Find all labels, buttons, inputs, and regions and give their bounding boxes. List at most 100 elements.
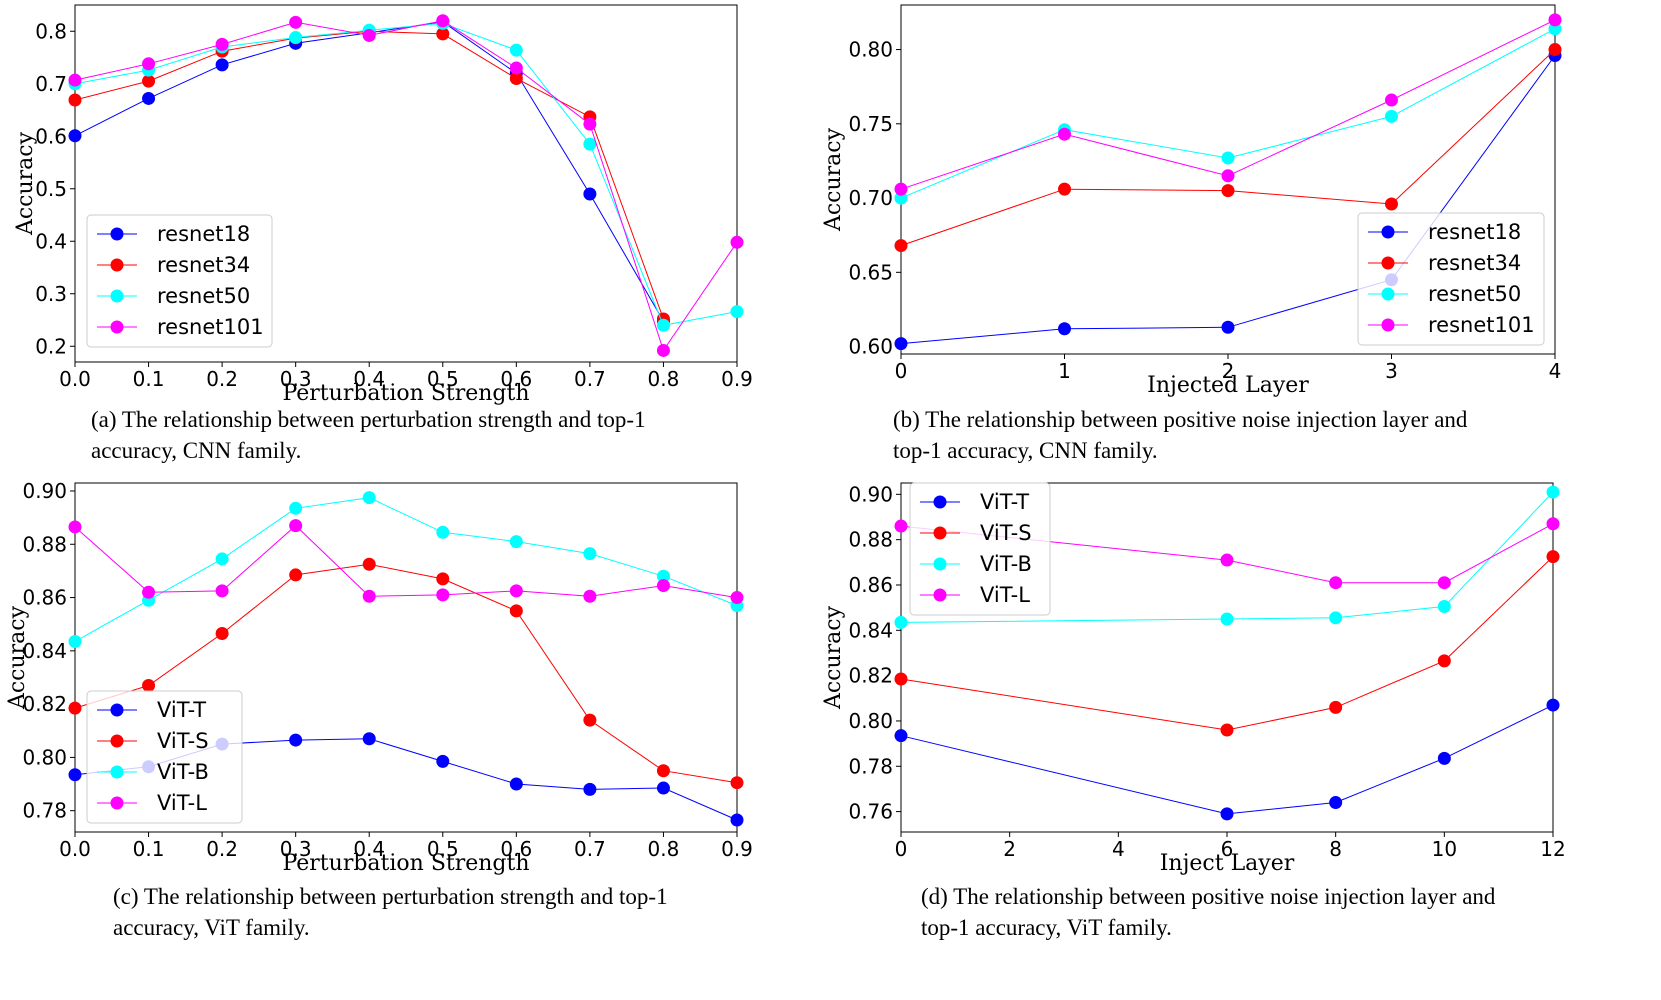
chart-b-legend-label-3: resnet101	[1428, 313, 1535, 337]
chart-c-x-tick-label: 0.9	[721, 837, 753, 861]
chart-d-x-tick-label: 10	[1432, 837, 1457, 861]
chart-c-series-1-point	[436, 572, 450, 586]
chart-a-x-tick-label: 0.1	[133, 367, 165, 391]
chart-a-series-3-point	[289, 15, 303, 29]
chart-c-series-0-point	[583, 782, 597, 796]
chart-c-series-0-point	[289, 733, 303, 747]
chart-c-x-tick-label: 0.3	[280, 837, 312, 861]
chart-d-series-1-point	[894, 672, 908, 686]
chart-a-legend-label-2: resnet50	[157, 284, 250, 308]
chart-c-legend-box	[86, 690, 243, 824]
chart-d-y-tick-label: 0.76	[848, 800, 893, 824]
chart-d-series-0-point	[1437, 751, 1451, 765]
chart-c-x-tick-label: 0.7	[574, 837, 606, 861]
chart-a-legend-label-0: resnet18	[157, 222, 250, 246]
chart-b-y-tick-label: 0.75	[848, 112, 893, 136]
chart-d-series-2-point	[1546, 485, 1560, 499]
chart-d-series-1-point	[1437, 654, 1451, 668]
chart-b-series-1-point	[894, 239, 908, 253]
chart-c-x-axis-label: Perturbation Strength	[282, 851, 529, 876]
chart-b-x-tick-label: 3	[1385, 359, 1398, 383]
caption-d-line1: (d) The relationship between positive no…	[921, 884, 1496, 909]
chart-a-legend-label-1: resnet34	[157, 253, 250, 277]
chart-a-series-3-line	[74, 20, 738, 352]
chart-c-legend-label-2: ViT-B	[157, 760, 209, 784]
chart-b-x-tick-label: 4	[1549, 359, 1562, 383]
chart-a-series-3-point	[142, 57, 156, 71]
chart-b-y-tick-label: 0.80	[848, 38, 893, 62]
chart-a-x-tick-label: 0.6	[500, 367, 532, 391]
chart-a-legend-marker-2	[110, 289, 124, 303]
chart-panel-b: 0 1 2 3 4 0.60 0.65 0.70 0.75 0.80 Injected Layer A…	[821, 0, 1661, 410]
chart-d-y-tick-label: 0.88	[848, 528, 893, 552]
chart-d-series-1-point	[1220, 723, 1234, 737]
chart-c-series-2-point	[215, 552, 229, 566]
chart-a-svg: 0.0 0.1 0.2 0.3 0.4 0.5 0.6 0.7 0.8 0.9 0.2 0.3 0.4 0…	[13, 4, 753, 406]
chart-d-series-1-point	[1329, 700, 1343, 714]
chart-a-x-tick-label: 0.0	[59, 367, 91, 391]
chart-d-series-3-point	[1437, 576, 1451, 590]
chart-b-legend-label-0: resnet18	[1428, 220, 1521, 244]
chart-a-y-axis-label: Accuracy	[13, 131, 38, 236]
caption-c-line1: (c) The relationship between perturbatio…	[113, 884, 668, 909]
chart-b-series-1-point	[1058, 182, 1071, 196]
chart-d-series-3-point	[1329, 576, 1343, 590]
chart-c-x-tick-label: 0.1	[133, 837, 165, 861]
chart-c-series-1-point	[509, 604, 523, 618]
chart-c-legend-label-1: ViT-S	[157, 729, 209, 753]
chart-d-svg: 0 2 4 6 8 10 12 0.76 0.78 0.80 0.82 0.84 0.86 0.88 0.9…	[821, 482, 1566, 876]
chart-b-legend-box	[1357, 212, 1545, 346]
chart-d-y-tick-label: 0.84	[848, 618, 893, 642]
chart-b-y-tick-label: 0.60	[848, 335, 893, 359]
chart-c-y-tick-label: 0.82	[22, 692, 67, 716]
chart-a-series-1-point	[68, 93, 82, 107]
chart-c-y-tick-label: 0.86	[22, 586, 67, 610]
chart-a-series-3-point	[215, 37, 229, 51]
chart-panel-a: 0.0 0.1 0.2 0.3 0.4 0.5 0.6 0.7 0.8 0.9 0.2 0.3 0.4 0…	[0, 0, 830, 410]
chart-c-series-3-point	[289, 519, 303, 533]
chart-d-legend-marker-2	[933, 557, 947, 571]
chart-a-series-3-point	[362, 28, 376, 42]
chart-d-y-tick-label: 0.80	[848, 709, 893, 733]
chart-c-series-0-point	[362, 732, 376, 746]
chart-c-series-0-point	[436, 754, 450, 768]
chart-c-series-2-point	[583, 547, 597, 561]
chart-a-x-tick-label: 0.4	[353, 367, 385, 391]
chart-d-legend: ViT-T ViT-S ViT-B ViT-L	[909, 482, 1051, 616]
chart-b-x-tick-label: 0	[895, 359, 908, 383]
chart-c-series-2-line	[74, 497, 738, 642]
chart-c-series-3-point	[142, 585, 156, 599]
chart-c-series-1-point	[142, 678, 156, 692]
chart-b-y-tick-label: 0.65	[848, 260, 893, 284]
chart-b-series-3-point	[1385, 93, 1398, 107]
chart-c-series-2-point	[68, 635, 82, 649]
chart-c-svg: 0.0 0.1 0.2 0.3 0.4 0.5 0.6 0.7 0.8 0.9 0.78 0.80 0.…	[5, 479, 753, 876]
chart-d-series-2-point	[1437, 600, 1451, 614]
chart-b-x-tick-label: 1	[1058, 359, 1071, 383]
chart-c-series-3-point	[68, 520, 82, 534]
chart-c-y-tick-label: 0.80	[22, 745, 67, 769]
chart-c-legend-marker-0	[110, 703, 124, 717]
chart-a-y-tick-label: 0.7	[35, 72, 67, 96]
chart-c-x-tick-label: 0.4	[353, 837, 385, 861]
chart-c-series-0-point	[656, 781, 670, 795]
chart-d-x-axis-label: Inject Layer	[1160, 851, 1295, 876]
caption-a-line2: accuracy, CNN family.	[91, 438, 302, 463]
chart-b-series-3-point	[1221, 169, 1235, 183]
chart-a-y-tick-label: 0.5	[35, 177, 67, 201]
chart-b-series-3-point	[894, 182, 908, 196]
chart-d-x-tick-label: 6	[1221, 837, 1234, 861]
chart-a-series-0-point	[142, 91, 156, 105]
chart-c-y-tick-label: 0.88	[22, 532, 67, 556]
chart-a-y-tick-label: 0.4	[35, 229, 67, 253]
chart-c-y-axis-label: Accuracy	[5, 605, 30, 710]
chart-a-legend-marker-1	[110, 258, 124, 272]
chart-d-series-0-point	[1329, 796, 1343, 810]
chart-d-series-3-point	[894, 519, 908, 533]
chart-a-series-2-point	[583, 137, 597, 151]
chart-c-series-3-point	[583, 589, 597, 603]
chart-c-series-2-point	[656, 569, 670, 583]
chart-b-legend-label-1: resnet34	[1428, 251, 1521, 275]
chart-d-legend-label-2: ViT-B	[980, 552, 1032, 576]
chart-c-x-tick-label: 0.5	[427, 837, 459, 861]
